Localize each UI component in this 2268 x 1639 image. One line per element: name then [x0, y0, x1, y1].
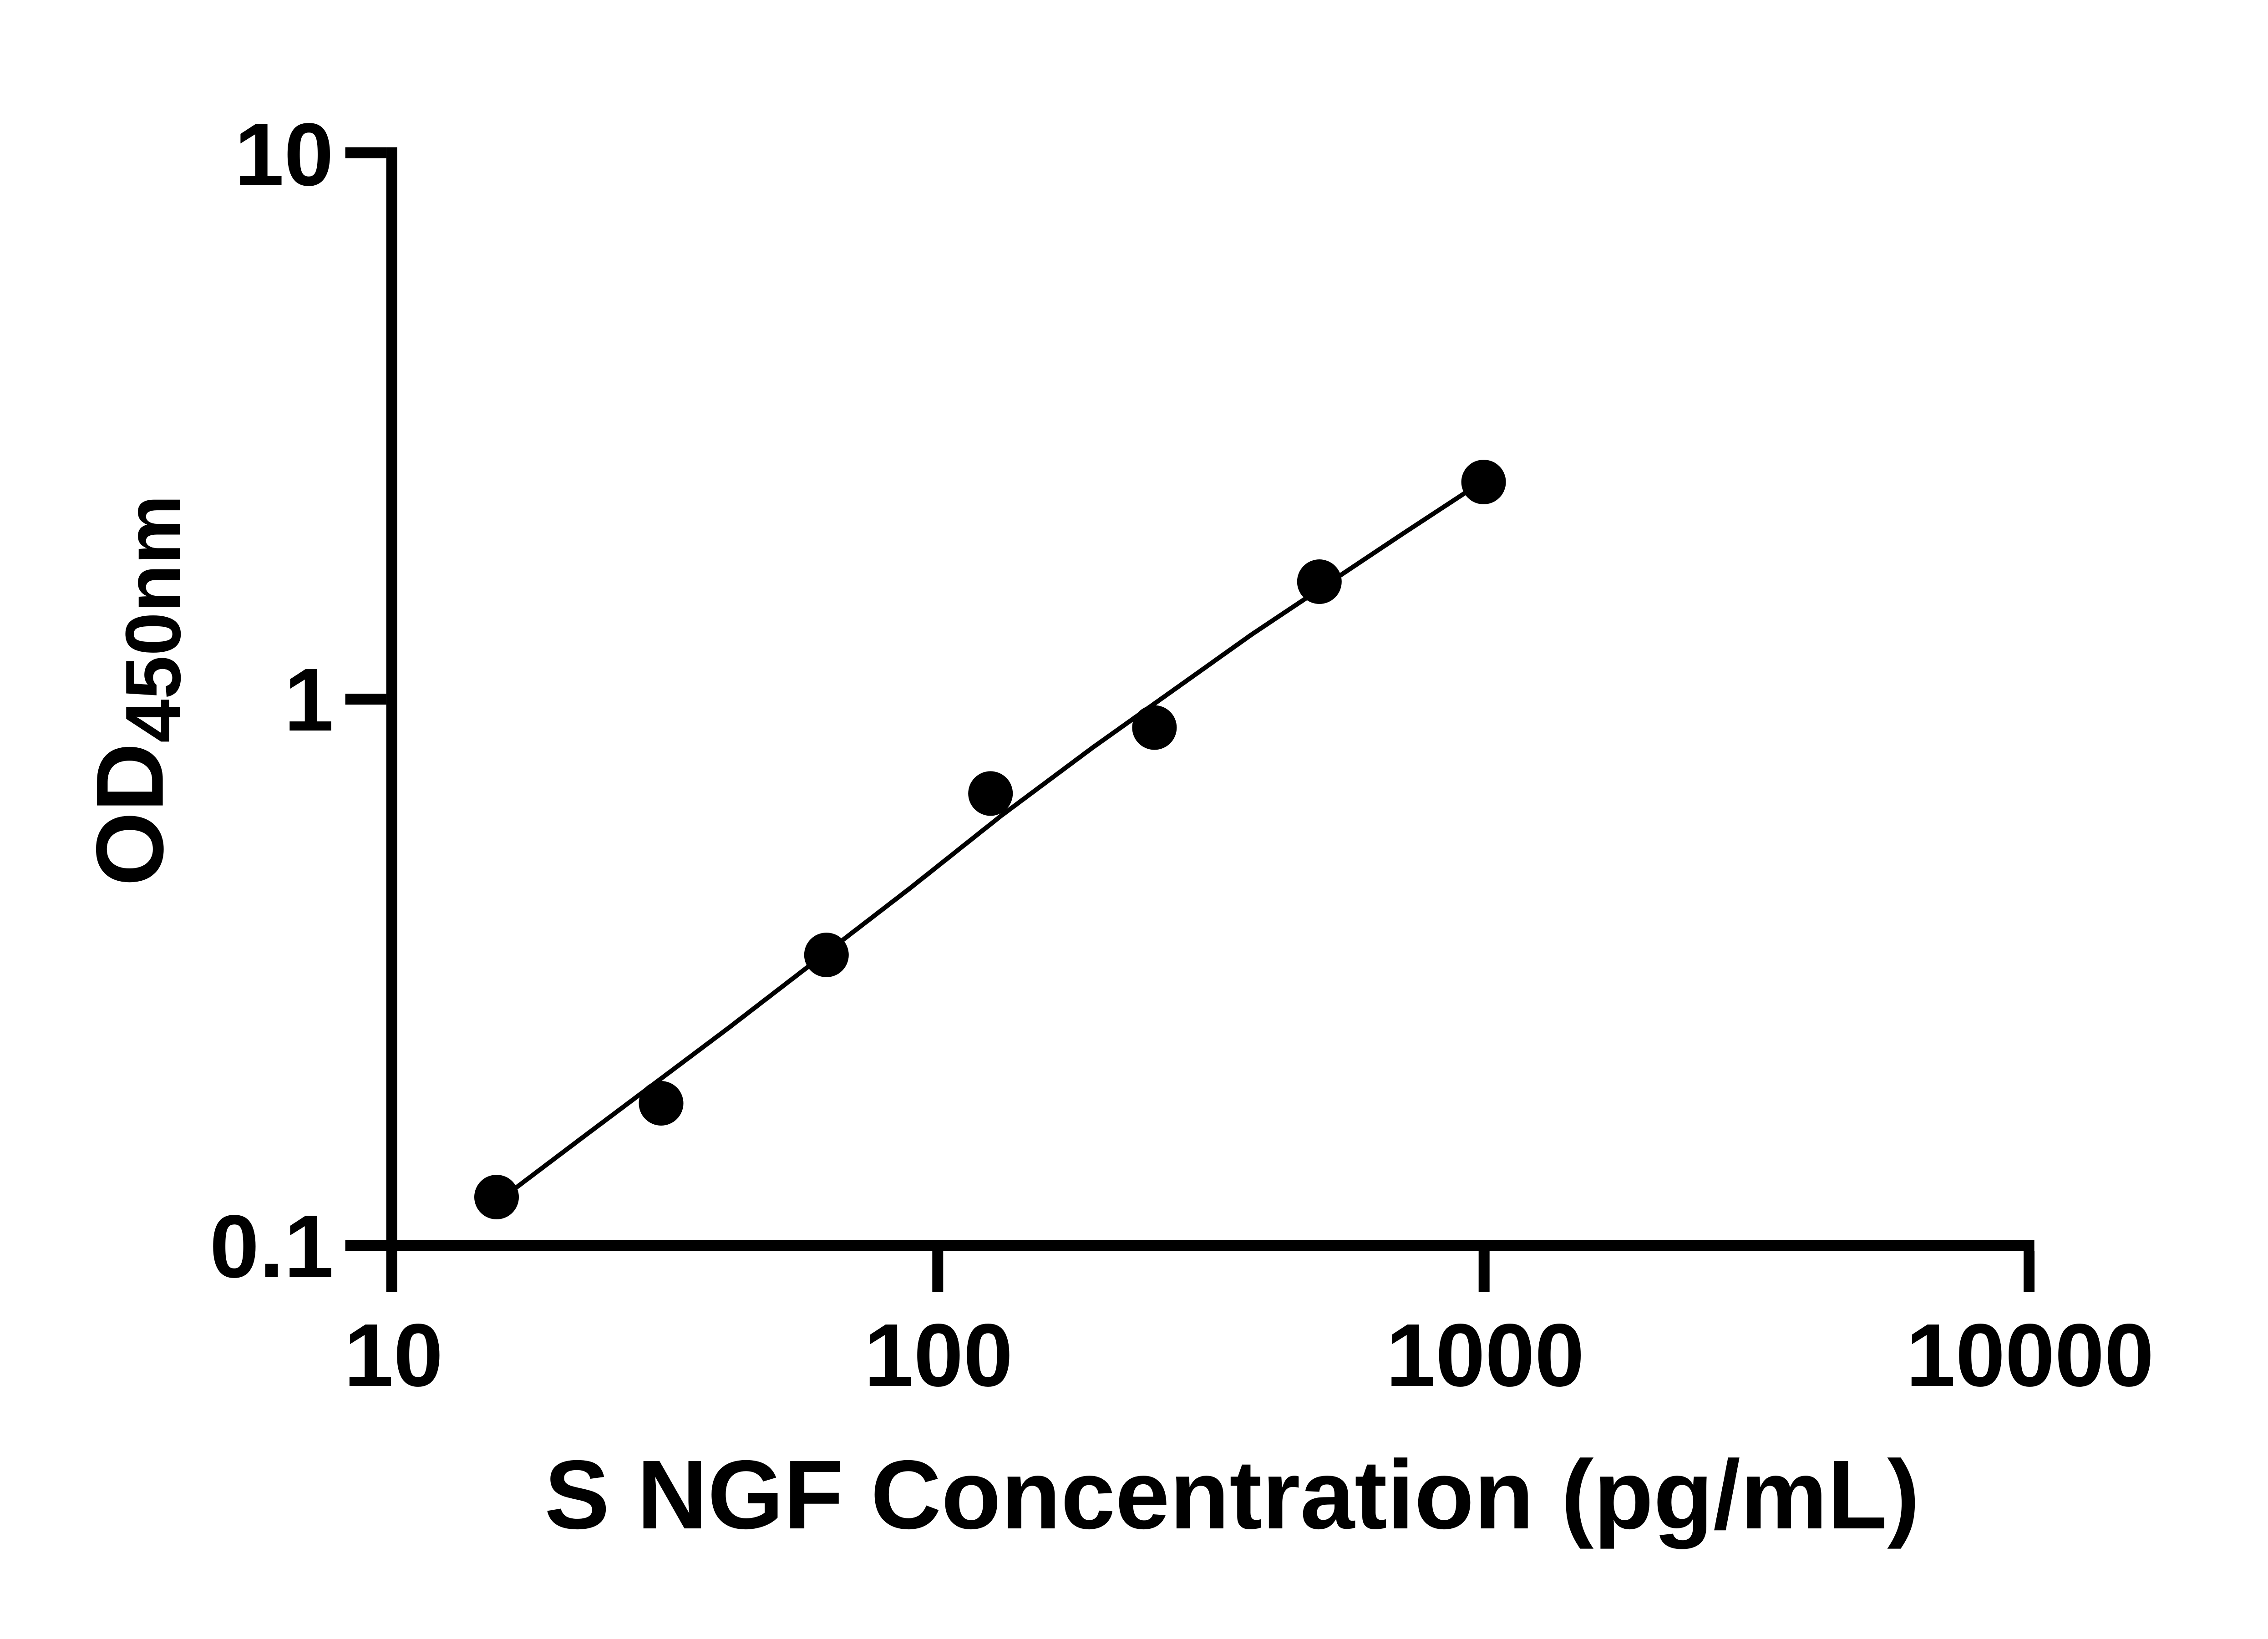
svg-text:S NGF Concentration (pg/mL): S NGF Concentration (pg/mL): [544, 1440, 1920, 1549]
svg-text:1000: 1000: [1386, 1305, 1584, 1405]
svg-text:1: 1: [284, 650, 334, 750]
svg-text:10: 10: [234, 105, 334, 204]
svg-text:100: 100: [864, 1305, 1013, 1405]
svg-text:10: 10: [344, 1305, 443, 1405]
svg-text:10000: 10000: [1906, 1305, 2154, 1405]
svg-text:0.1: 0.1: [210, 1197, 334, 1296]
